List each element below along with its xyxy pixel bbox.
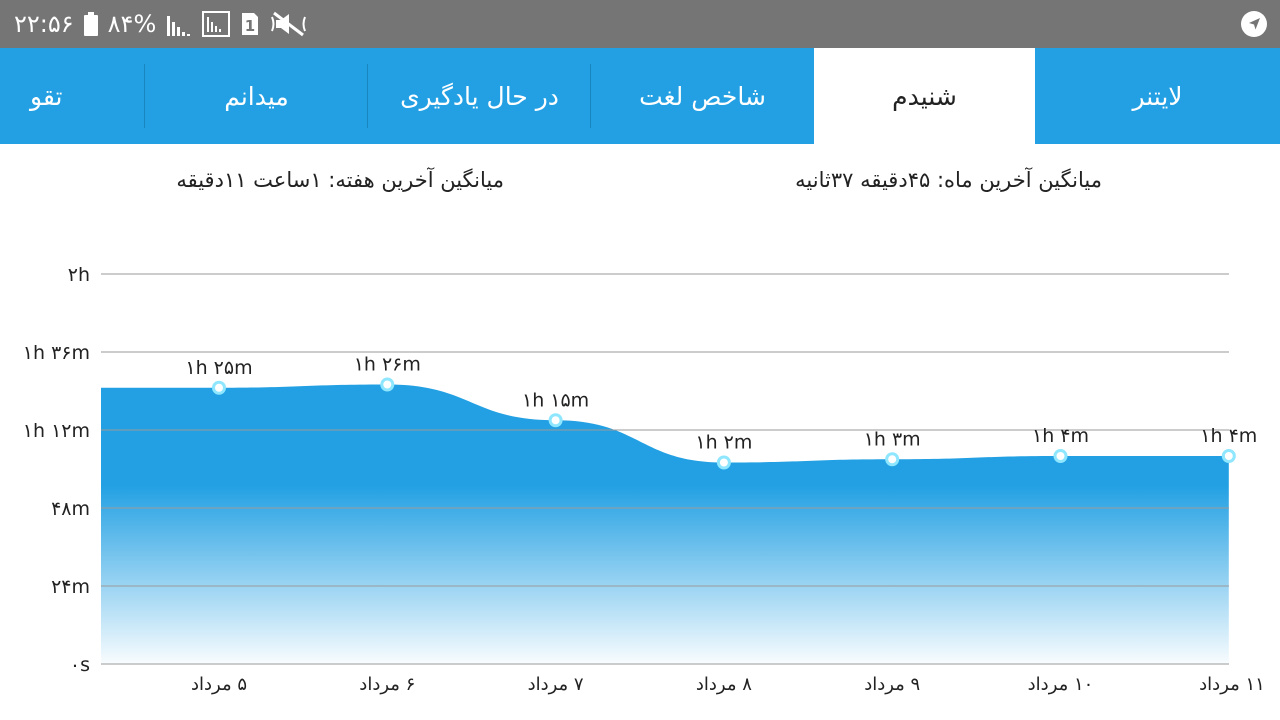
week-average: میانگین آخرین هفته: ۱ساعت ۱۱دقیقه — [176, 168, 504, 192]
tab-label: شنیدم — [892, 81, 957, 111]
x-tick-label: ۵ مرداد — [191, 674, 247, 695]
sim-1-icon: 1 — [240, 11, 260, 37]
battery-level: ۸۴% — [107, 10, 157, 38]
tab-bar: لایتنر شنیدم شاخص لغت در حال یادگیری مید… — [0, 48, 1280, 144]
x-tick-label: ۱۰ مرداد — [1028, 674, 1094, 695]
sim-slot-number: 1 — [245, 17, 255, 35]
signal-sim-icon — [202, 11, 231, 37]
month-average: میانگین آخرین ماه: ۴۵دقیقه ۳۷ثانیه — [795, 168, 1102, 192]
signal-icon — [166, 12, 192, 36]
y-tick-label: ۱h ۱۲m — [23, 420, 90, 442]
tab-divider — [367, 64, 368, 128]
data-point — [380, 377, 395, 392]
tab-calendar[interactable]: تقو — [0, 48, 145, 144]
data-label: ۱h ۴m — [1200, 425, 1257, 447]
clock: ۲۲:۵۶ — [14, 10, 74, 38]
battery-icon — [83, 12, 98, 36]
tab-label: تقو — [30, 81, 63, 111]
tab-heard[interactable]: شنیدم — [814, 48, 1035, 144]
chart-area — [101, 384, 1229, 664]
data-point — [1053, 449, 1068, 463]
tab-leitner[interactable]: لایتنر — [1035, 48, 1280, 144]
data-label: ۱h ۳m — [864, 428, 921, 450]
data-point — [212, 380, 226, 395]
x-tick-label: ۹ مرداد — [864, 674, 920, 695]
y-tick-label: ۱h ۳۶m — [23, 342, 90, 364]
data-label: ۱h ۲۶m — [354, 354, 421, 376]
tab-label: در حال یادگیری — [400, 81, 559, 111]
data-label: ۱h ۲m — [695, 432, 752, 454]
status-icons: ۲۲:۵۶ ۸۴% 1 — [14, 8, 308, 40]
data-label: ۱h ۲۵m — [185, 357, 252, 379]
usage-area-chart: ۰s ۲۴m ۴۸m ۱h ۱۲m ۱h ۳۶m ۲h ۱h ۲۵m ۱h ۲۶m ۱h ۱۵… — [23, 264, 1265, 695]
data-point — [548, 413, 563, 428]
status-bar: ۲۲:۵۶ ۸۴% 1 — [0, 0, 1280, 48]
x-tick-label: ۷ مرداد — [528, 674, 584, 695]
data-label: ۱h ۱۵m — [522, 389, 589, 411]
x-tick-label: ۱۱ مرداد — [1199, 674, 1265, 695]
tab-known[interactable]: میدانم — [145, 48, 368, 144]
x-tick-label: ۸ مرداد — [696, 674, 752, 695]
mute-icon — [270, 11, 308, 37]
y-tick-label: ۰s — [70, 654, 90, 676]
tab-learning[interactable]: در حال یادگیری — [368, 48, 591, 144]
tab-divider — [144, 64, 145, 128]
tab-label: لایتنر — [1132, 81, 1183, 111]
tab-divider — [590, 64, 591, 128]
tab-label: میدانم — [224, 81, 289, 111]
y-tick-label: ۴۸m — [51, 498, 90, 520]
data-point — [716, 455, 731, 470]
data-point — [1221, 449, 1236, 463]
location-arrow-icon — [1240, 10, 1268, 38]
data-point — [885, 452, 900, 467]
x-tick-label: ۶ مرداد — [359, 674, 415, 695]
tab-label: شاخص لغت — [639, 81, 766, 111]
y-tick-label: ۲۴m — [51, 576, 90, 598]
data-label: ۱h ۴m — [1032, 425, 1089, 447]
y-tick-label: ۲h — [68, 264, 90, 286]
tab-word-index[interactable]: شاخص لغت — [591, 48, 814, 144]
